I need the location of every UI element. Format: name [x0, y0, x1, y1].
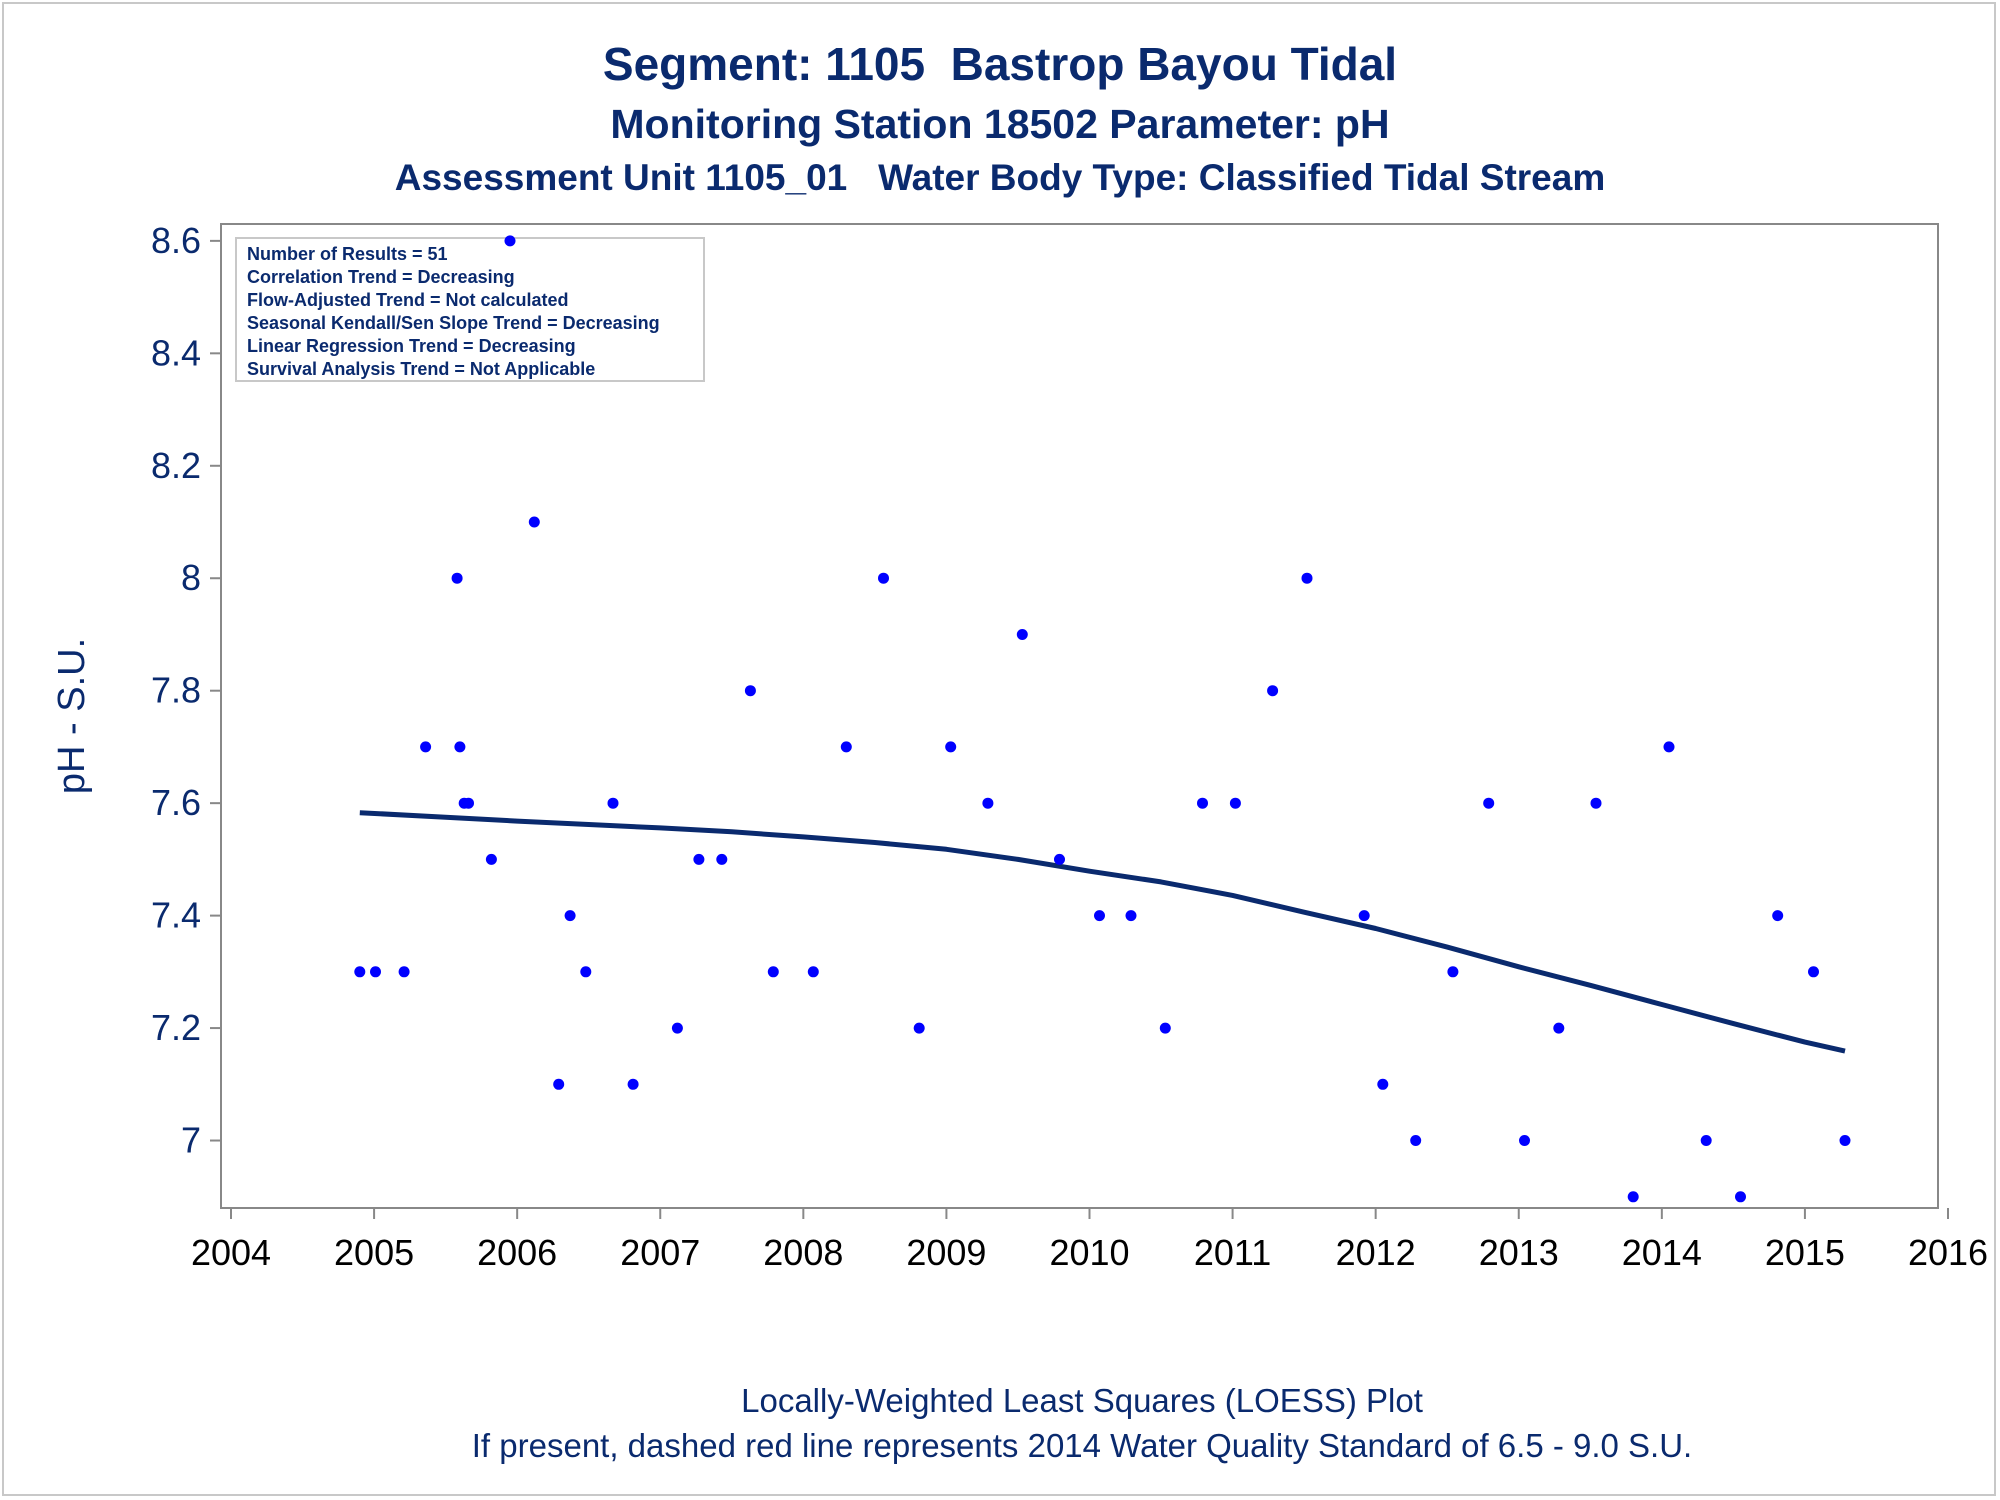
data-point [607, 797, 619, 809]
footnote-loess: Locally-Weighted Least Squares (LOESS) P… [741, 1382, 1423, 1419]
data-point [716, 853, 728, 865]
data-point [564, 910, 576, 922]
data-point [1267, 685, 1279, 697]
x-tick-label: 2016 [1908, 1232, 1988, 1273]
data-point [420, 741, 432, 753]
y-tick-label: 7.6 [151, 782, 201, 823]
x-tick-label: 2010 [1049, 1232, 1129, 1273]
x-tick-label: 2014 [1622, 1232, 1702, 1273]
data-point [767, 966, 779, 978]
data-point [807, 966, 819, 978]
x-tick-label: 2015 [1765, 1232, 1845, 1273]
stat-correlation-trend: Correlation Trend = Decreasing [247, 267, 515, 287]
data-point [1663, 741, 1675, 753]
plot-area [220, 223, 1939, 1209]
data-point [528, 516, 540, 528]
data-point [1627, 1191, 1639, 1203]
y-tick-label: 8.4 [151, 332, 201, 373]
data-point [1054, 853, 1065, 865]
data-point [398, 966, 410, 978]
stats-box-frame [235, 237, 705, 382]
data-point [945, 741, 957, 753]
x-tick-label: 2008 [763, 1232, 843, 1273]
data-point [1197, 797, 1208, 809]
data-point [671, 1022, 683, 1034]
y-tick-label: 8 [181, 557, 201, 598]
y-tick-label: 7.4 [151, 895, 201, 936]
data-point [1839, 1135, 1851, 1146]
x-tick-label: 2013 [1479, 1232, 1559, 1273]
x-tick-label: 2004 [191, 1232, 271, 1273]
data-marks [354, 235, 1851, 1203]
stats-box: Number of Results = 51 Correlation Trend… [235, 237, 705, 382]
data-point [1483, 797, 1495, 809]
data-point [878, 572, 889, 584]
y-axis-label: pH - S.U. [51, 638, 93, 794]
data-point [370, 966, 381, 978]
y-axis: 7 7.2 7.4 7.6 7.8 8 8.2 8.4 8.6 [151, 220, 221, 1161]
data-point [553, 1078, 565, 1090]
data-point [1159, 1022, 1171, 1034]
data-point [1735, 1191, 1746, 1203]
data-point [1519, 1135, 1530, 1146]
chart-title: Segment: 1105 Bastrop Bayou Tidal [603, 38, 1397, 90]
data-point [1808, 966, 1819, 978]
data-point [463, 797, 474, 809]
footnote-standard: If present, dashed red line represents 2… [472, 1427, 1692, 1464]
x-tick-label: 2005 [334, 1232, 414, 1273]
y-tick-label: 7.8 [151, 670, 201, 711]
data-point [1229, 797, 1241, 809]
data-point [840, 741, 852, 753]
data-point [1772, 910, 1784, 922]
y-tick-label: 8.6 [151, 220, 201, 261]
data-point [454, 741, 466, 753]
data-point [1301, 572, 1313, 584]
x-tick-label: 2011 [1194, 1232, 1271, 1273]
y-tick-label: 8.2 [151, 445, 201, 486]
plot-border [220, 223, 1939, 1209]
stat-survival-analysis-trend: Survival Analysis Trend = Not Applicable [247, 359, 595, 379]
loess-line [359, 810, 1846, 1054]
x-tick-label: 2006 [477, 1232, 557, 1273]
data-point [1016, 629, 1028, 640]
x-tick-label: 2009 [906, 1232, 986, 1273]
y-tick-label: 7.2 [151, 1007, 201, 1048]
data-point [354, 966, 366, 978]
data-point [504, 235, 516, 247]
data-point [451, 572, 463, 584]
chart-subtitle: Monitoring Station 18502 Parameter: pH [610, 101, 1389, 147]
data-point [982, 797, 994, 809]
data-point [1590, 797, 1602, 809]
data-point [1125, 910, 1137, 922]
data-point [1358, 910, 1370, 922]
data-point [1447, 966, 1459, 978]
data-point [580, 966, 592, 978]
y-tick-label: 7 [181, 1120, 201, 1161]
data-point [627, 1078, 639, 1090]
chart-subtitle-2: Assessment Unit 1105_01 Water Body Type:… [395, 157, 1606, 198]
data-point [744, 685, 756, 697]
stat-seasonal-kendall-trend: Seasonal Kendall/Sen Slope Trend = Decre… [247, 313, 660, 333]
data-point [1377, 1078, 1389, 1090]
stat-linear-regression-trend: Linear Regression Trend = Decreasing [247, 336, 576, 356]
data-point [1700, 1135, 1712, 1146]
stat-number-of-results: Number of Results = 51 [247, 244, 448, 264]
data-point [1410, 1135, 1422, 1146]
data-point [485, 853, 497, 865]
x-axis: 2004 2005 2006 2007 2008 2009 2010 2011 2012 2013… [191, 1208, 1988, 1273]
stat-flow-adjusted-trend: Flow-Adjusted Trend = Not calculated [247, 290, 569, 310]
data-point [913, 1022, 925, 1034]
data-point [1094, 910, 1105, 922]
data-point [1553, 1022, 1565, 1034]
x-tick-label: 2007 [620, 1232, 700, 1273]
x-tick-label: 2012 [1336, 1232, 1416, 1273]
data-point [693, 853, 705, 865]
